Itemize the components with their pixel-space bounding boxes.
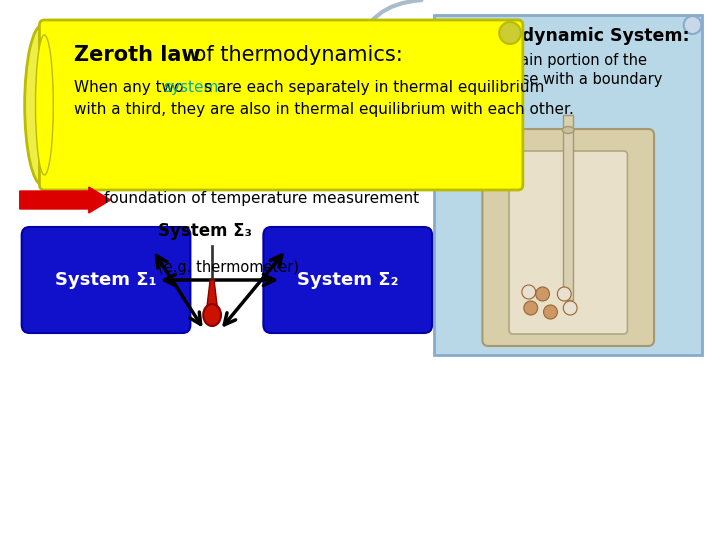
Ellipse shape	[35, 35, 53, 175]
Circle shape	[557, 287, 571, 301]
Ellipse shape	[562, 126, 574, 133]
Text: s are each separately in thermal equilibrium: s are each separately in thermal equilib…	[204, 80, 544, 95]
Text: (e.g. thermometer): (e.g. thermometer)	[158, 260, 299, 275]
Text: of thermodynamics:: of thermodynamics:	[187, 45, 403, 65]
Text: Zeroth law: Zeroth law	[74, 45, 201, 65]
Text: foundation of temperature measurement: foundation of temperature measurement	[104, 192, 419, 206]
FancyBboxPatch shape	[482, 129, 654, 346]
Circle shape	[499, 22, 521, 44]
Text: with a third, they are also in thermal equilibrium with each other.: with a third, they are also in thermal e…	[74, 102, 574, 117]
Bar	[563, 115, 573, 300]
Circle shape	[684, 16, 701, 34]
Text: When any two: When any two	[74, 80, 189, 95]
Text: system: system	[163, 80, 218, 95]
Text: Certain portion of the: Certain portion of the	[489, 53, 647, 68]
Text: System Σ₂: System Σ₂	[297, 271, 398, 289]
Ellipse shape	[203, 304, 221, 326]
Text: System Σ₃: System Σ₃	[158, 222, 252, 240]
Circle shape	[522, 285, 536, 299]
Circle shape	[544, 305, 557, 319]
Polygon shape	[207, 280, 217, 320]
Ellipse shape	[24, 25, 60, 185]
Text: universe with a boundary: universe with a boundary	[474, 72, 662, 87]
FancyBboxPatch shape	[40, 20, 523, 190]
FancyBboxPatch shape	[22, 227, 190, 333]
Circle shape	[524, 301, 538, 315]
Text: Thermodynamic System:: Thermodynamic System:	[447, 27, 690, 45]
FancyBboxPatch shape	[264, 227, 432, 333]
FancyBboxPatch shape	[434, 15, 703, 355]
Circle shape	[563, 301, 577, 315]
Text: System Σ₁: System Σ₁	[55, 271, 157, 289]
Bar	[211, 245, 213, 297]
FancyBboxPatch shape	[509, 151, 627, 334]
FancyArrow shape	[19, 187, 110, 213]
Circle shape	[536, 287, 549, 301]
